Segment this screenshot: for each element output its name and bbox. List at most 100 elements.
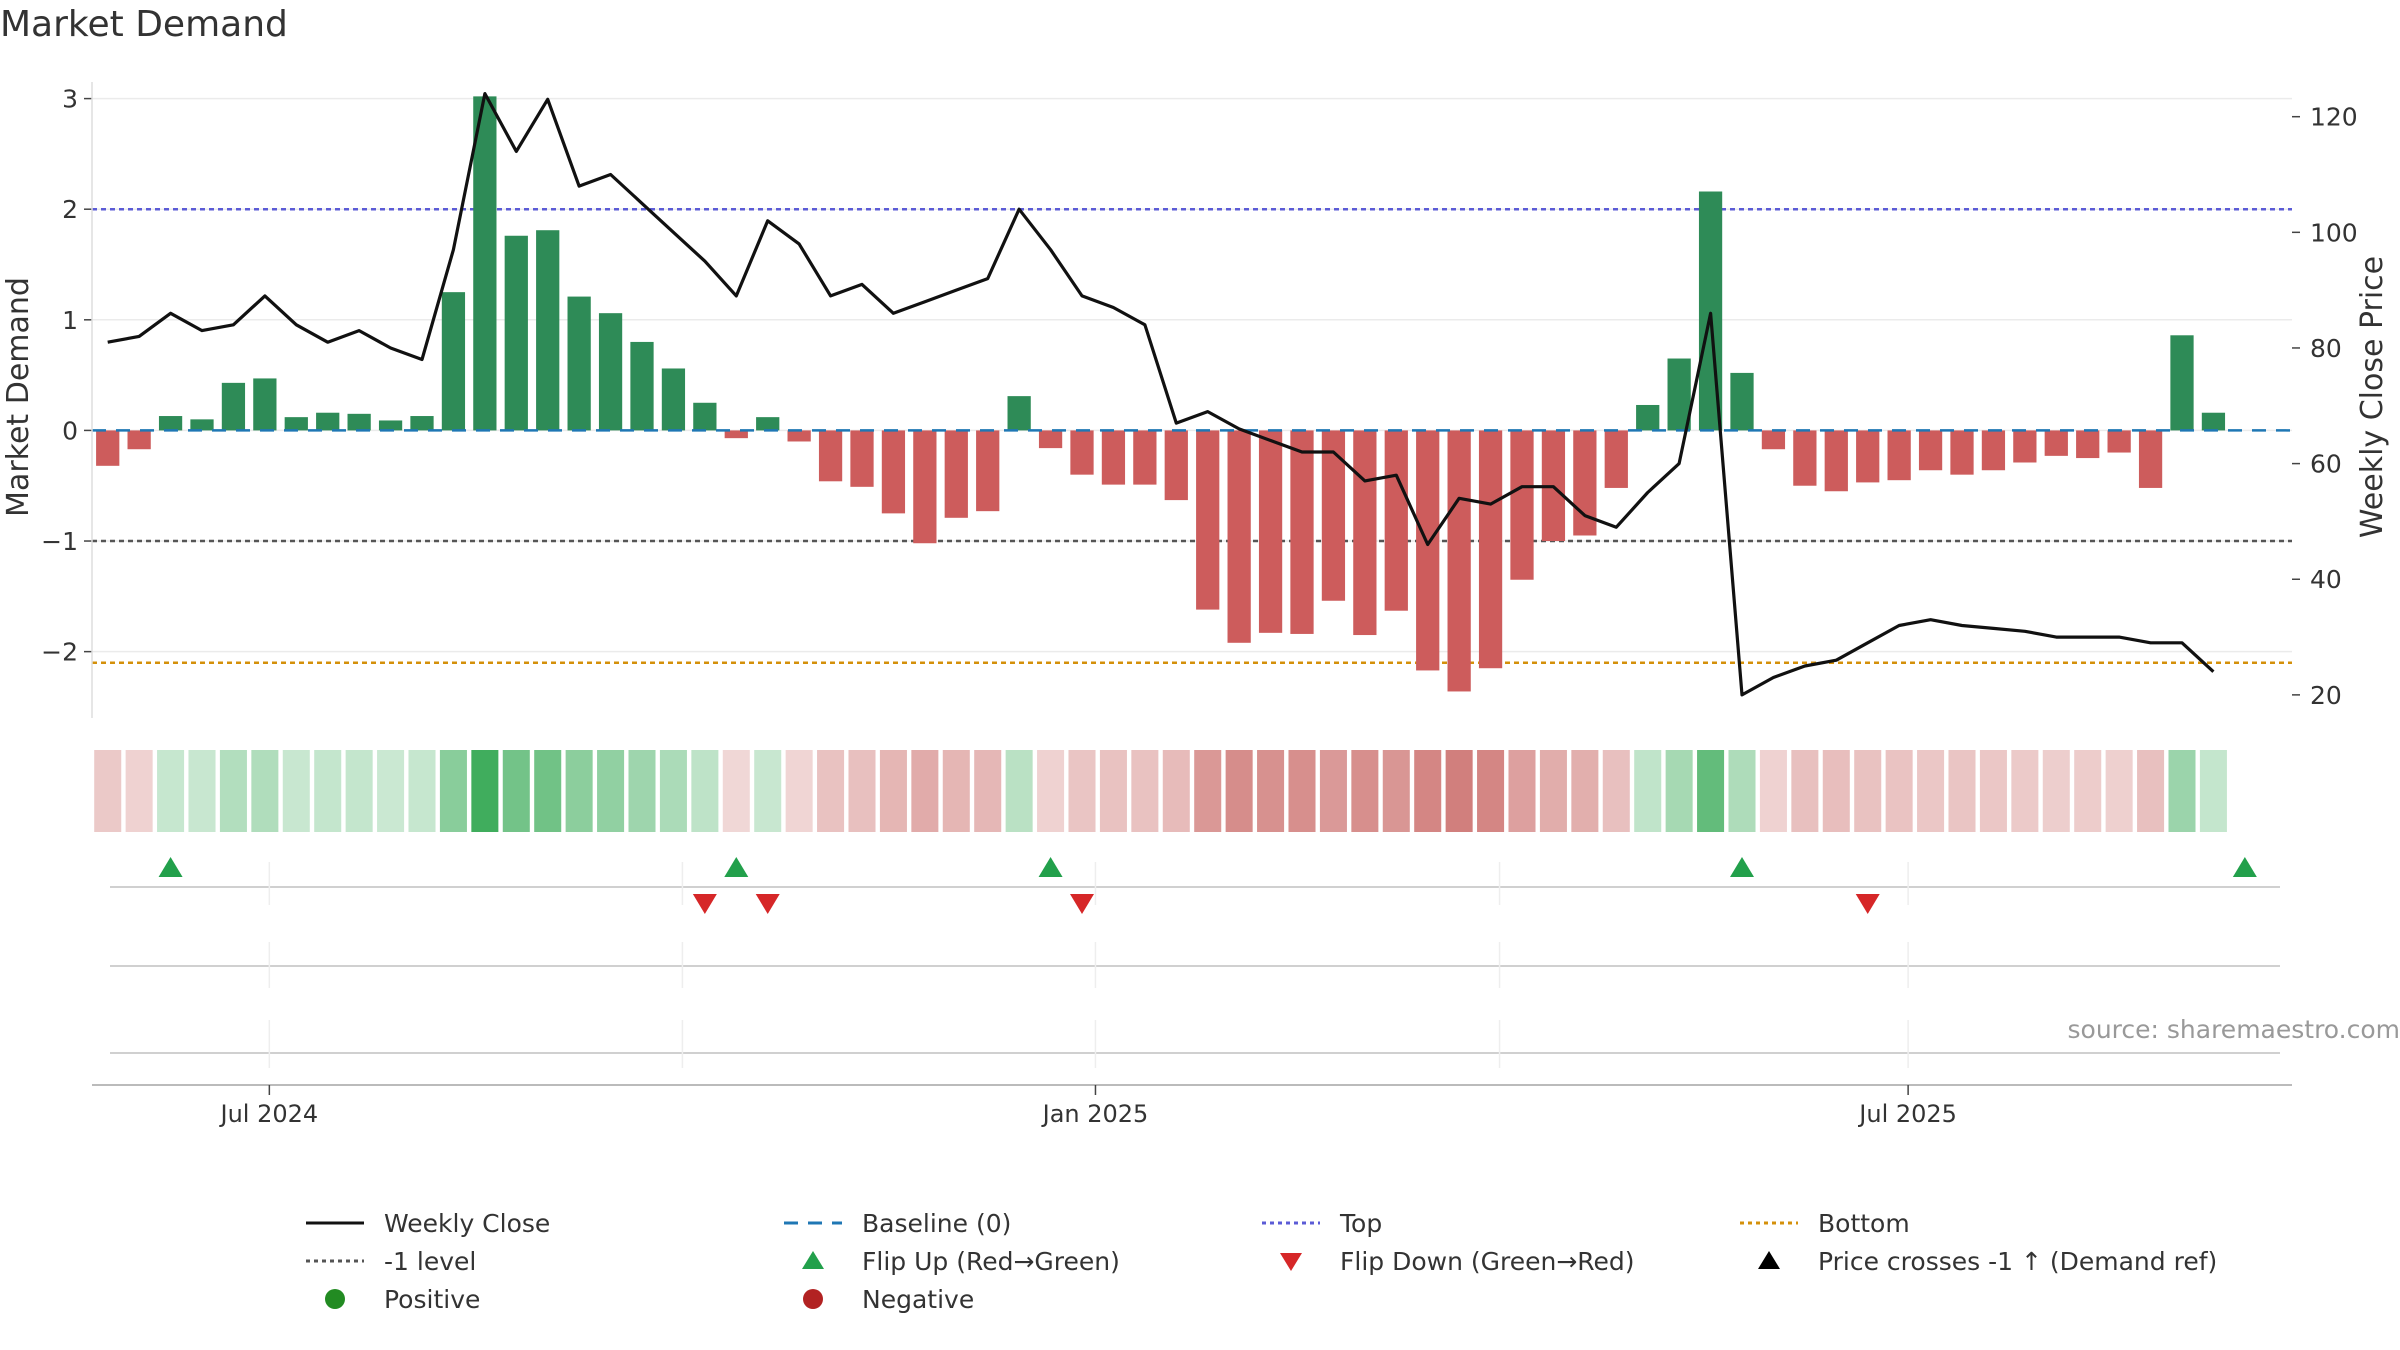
grid-layer	[92, 97, 2292, 653]
line-solid-icon	[306, 1221, 364, 1225]
demand-bar	[944, 430, 968, 518]
heat-cell	[2042, 750, 2070, 832]
demand-bar	[2013, 430, 2037, 463]
flip-down-marker	[1070, 894, 1094, 914]
heat-cell	[471, 750, 499, 832]
legend-item-top: Top	[1256, 1205, 1382, 1241]
legend-item-weekly-close: Weekly Close	[300, 1205, 550, 1241]
heat-cell	[1508, 750, 1536, 832]
demand-bar	[1070, 430, 1094, 475]
flip-down-marker	[1855, 894, 1880, 914]
demand-bar	[818, 430, 843, 482]
heat-cell	[1037, 750, 1065, 832]
demand-bar	[1384, 430, 1408, 611]
demand-bar	[693, 402, 717, 431]
demand-bar	[1478, 430, 1503, 669]
demand-bar	[630, 341, 654, 431]
legend-label: Price crosses -1 ↑ (Demand ref)	[1818, 1246, 2218, 1276]
demand-bar	[1793, 430, 1817, 486]
demand-bar	[724, 430, 748, 439]
heat-cell	[817, 750, 845, 832]
heat-cell	[534, 750, 562, 832]
legend-item-negative: Negative	[778, 1281, 974, 1317]
flip-markers	[110, 857, 2280, 1068]
heat-cell	[1005, 750, 1033, 832]
heat-cell	[565, 750, 593, 832]
demand-bar	[2170, 335, 2194, 431]
heat-cell	[345, 750, 373, 832]
demand-bar	[2076, 430, 2100, 459]
weekly-close-line	[107, 91, 2215, 697]
demand-bar	[1258, 430, 1283, 633]
heat-cell	[1194, 750, 1222, 832]
heat-cell	[754, 750, 782, 832]
y-tick-label: 1	[62, 306, 78, 335]
heat-cell	[785, 750, 813, 832]
y2-tick-label: 40	[2310, 565, 2342, 594]
y2-axis-label: Weekly Close Price	[2355, 256, 2390, 538]
demand-bar	[410, 416, 434, 431]
legend-item-flip-down: Flip Down (Green→Red)	[1256, 1243, 1635, 1279]
heat-cell	[879, 750, 907, 832]
demand-bar	[1887, 430, 1911, 481]
demand-bar	[1290, 430, 1314, 634]
heat-cell	[1257, 750, 1285, 832]
heat-cell	[282, 750, 310, 832]
y-tick-label: −2	[41, 638, 78, 667]
dot-icon	[325, 1289, 345, 1309]
dot-icon	[803, 1289, 823, 1309]
demand-bar	[1133, 430, 1157, 485]
legend-label: Baseline (0)	[862, 1208, 1012, 1238]
demand-bar	[284, 417, 308, 431]
price-line-layer	[92, 91, 2292, 697]
triangle-down-icon	[1280, 1253, 1302, 1271]
heat-cell	[408, 750, 436, 832]
triangle-up-icon	[802, 1251, 824, 1269]
heat-cell	[597, 750, 625, 832]
heat-cell	[1099, 750, 1127, 832]
heat-cell	[1791, 750, 1819, 832]
flip-down-marker	[692, 894, 717, 914]
heat-cell	[502, 750, 530, 832]
demand-bar	[787, 430, 811, 442]
demand-bar	[1416, 430, 1440, 671]
heat-cell	[691, 750, 719, 832]
heat-cell	[2137, 750, 2165, 832]
heat-cell	[659, 750, 687, 832]
legend-label: -1 level	[384, 1246, 477, 1276]
heat-cell	[848, 750, 876, 832]
demand-bar	[2138, 430, 2163, 488]
y2-tick-label: 80	[2310, 334, 2342, 363]
legend-item-baseline: Baseline (0)	[778, 1205, 1011, 1241]
demand-bar	[1038, 430, 1063, 449]
heat-cell	[1477, 750, 1505, 832]
x-tick-label: Jul 2024	[219, 1100, 319, 1128]
page-title: Market Demand	[0, 4, 288, 45]
heat-cell	[2199, 750, 2227, 832]
heat-cell	[1225, 750, 1253, 832]
heat-cell	[188, 750, 216, 832]
x-axis: Jul 2024 Jan 2025 Jul 2025	[92, 1084, 2292, 1128]
heat-cell	[2011, 750, 2039, 832]
demand-bar	[1164, 430, 1188, 501]
heat-cell	[439, 750, 467, 832]
demand-bar	[1636, 404, 1660, 431]
heat-cell	[1759, 750, 1787, 832]
demand-bar	[976, 430, 1000, 512]
demand-bar	[1761, 430, 1786, 450]
heat-cell	[2105, 750, 2133, 832]
legend-label: Positive	[384, 1284, 481, 1314]
legend-label: Flip Up (Red→Green)	[862, 1246, 1120, 1276]
demand-bar	[756, 417, 780, 431]
legend-label: Weekly Close	[384, 1208, 551, 1238]
heat-cell	[1319, 750, 1347, 832]
legend-label: Flip Down (Green→Red)	[1340, 1246, 1635, 1276]
y-tick-label: 2	[62, 195, 78, 224]
heat-cell	[1539, 750, 1567, 832]
heat-cell	[1948, 750, 1976, 832]
source-credit: source: sharemaestro.com	[2067, 1015, 2400, 1044]
heat-cell	[911, 750, 939, 832]
y2-tick-label: 100	[2310, 218, 2358, 247]
heat-cell	[1917, 750, 1945, 832]
